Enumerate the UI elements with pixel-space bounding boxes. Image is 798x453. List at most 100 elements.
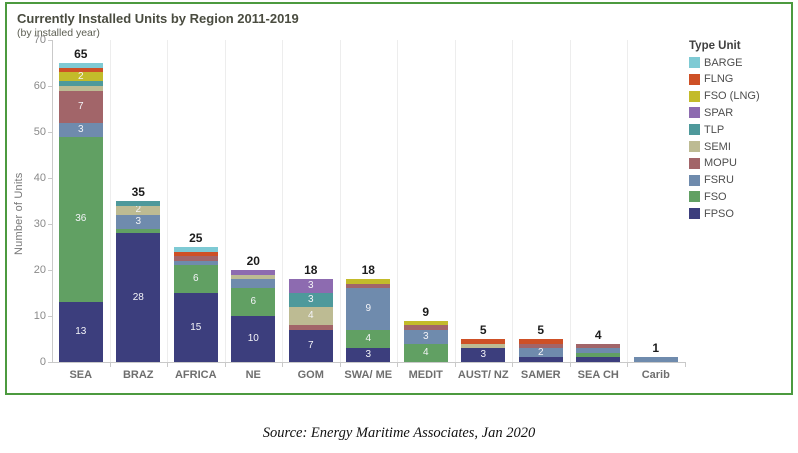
segment-SEA-MOPU[interactable]: 7 (58, 90, 103, 123)
segment-SWA-ME-FSRU[interactable]: 9 (346, 288, 391, 330)
x-axis-category-label: NE (245, 369, 261, 381)
segment-SEA-FSO[interactable]: 36 (58, 136, 103, 303)
segment-MEDIT-FSO-LNG-[interactable] (403, 320, 448, 326)
segment-BRAZ-FPSO[interactable]: 28 (116, 233, 161, 362)
segment-AUST-NZ-FPSO[interactable]: 3 (461, 348, 506, 362)
segment-AFRICA-FSO[interactable]: 6 (173, 265, 218, 293)
legend-item-SPAR[interactable]: SPAR (689, 106, 733, 119)
segment-NE-FPSO[interactable]: 10 (231, 316, 276, 362)
y-tick-mark (48, 86, 52, 87)
bar-total-label: 25 (189, 231, 203, 245)
y-tick-label: 60 (33, 79, 46, 92)
segment-SEA-CH-FSRU[interactable] (576, 348, 621, 353)
segment-MEDIT-FSRU[interactable]: 3 (403, 329, 448, 344)
segment-SAMER-FLNG[interactable] (518, 339, 563, 344)
x-axis-category-label: MEDIT (408, 369, 443, 381)
segment-AFRICA-FPSO[interactable]: 15 (173, 293, 218, 362)
legend-item-BARGE[interactable]: BARGE (689, 56, 743, 69)
segment-GOM-SEMI[interactable]: 4 (288, 306, 333, 326)
segment-SWA-ME-FSO[interactable]: 4 (346, 329, 391, 349)
column-divider (282, 40, 283, 362)
segment-AUST-NZ-FLNG[interactable] (461, 339, 506, 344)
segment-SEA-FSRU[interactable]: 3 (58, 122, 103, 137)
segment-Carib-FSRU[interactable] (633, 357, 678, 362)
x-tick-mark (454, 363, 456, 367)
segment-MEDIT-FSO[interactable]: 4 (403, 343, 448, 362)
segment-NE-SEMI[interactable] (231, 274, 276, 280)
segment-SEA-FPSO[interactable]: 13 (58, 302, 103, 362)
segment-SWA-ME-FPSO[interactable]: 3 (346, 348, 391, 362)
y-axis-line (52, 40, 53, 362)
segment-SWA-ME-MOPU[interactable] (346, 283, 391, 289)
source-caption: Source: Energy Maritime Associates, Jan … (262, 425, 536, 441)
segment-AFRICA-MOPU[interactable] (173, 256, 218, 261)
legend-swatch-FLNG (689, 73, 700, 85)
bar-total-label: 5 (537, 323, 545, 337)
y-tick-mark (48, 224, 52, 225)
legend-item-MOPU[interactable]: MOPU (689, 157, 737, 170)
legend-title: Type Unit (689, 40, 741, 52)
legend-label: BARGE (704, 56, 743, 69)
segment-AFRICA-BARGE[interactable] (173, 247, 218, 252)
legend-item-TLP[interactable]: TLP (689, 123, 724, 136)
x-axis-category-label: SEA CH (577, 369, 619, 381)
legend-label: MOPU (704, 157, 737, 170)
x-tick-mark (224, 363, 226, 367)
column-divider (397, 40, 398, 362)
chart-panel: Currently Installed Units by Region 2011… (5, 2, 793, 395)
segment-SEA-CH-FSO[interactable] (576, 352, 621, 358)
segment-SWA-ME-FSO-LNG-[interactable] (346, 279, 391, 284)
chart-subtitle: (by installed year) (17, 27, 100, 39)
legend-item-FPSO[interactable]: FPSO (689, 207, 734, 220)
legend-item-FLNG[interactable]: FLNG (689, 73, 733, 86)
x-axis-category-label: SAMER (520, 369, 561, 381)
segment-GOM-SPAR[interactable]: 3 (288, 279, 333, 293)
segment-GOM-MOPU[interactable] (288, 325, 333, 330)
legend-swatch-MOPU (689, 157, 700, 169)
segment-BRAZ-FSO[interactable] (116, 228, 161, 234)
y-tick-label: 0 (39, 355, 46, 368)
legend-label: FPSO (704, 207, 734, 220)
x-axis-category-label: AFRICA (174, 369, 217, 381)
segment-SEA-FSO-LNG-[interactable]: 2 (58, 71, 103, 81)
segment-MEDIT-MOPU[interactable] (403, 325, 448, 330)
legend-swatch-FSRU (689, 174, 700, 186)
segment-AUST-NZ-SEMI[interactable] (461, 343, 506, 349)
segment-NE-FSRU[interactable] (231, 279, 276, 289)
legend-swatch-TLP (689, 124, 700, 136)
segment-NE-FSO[interactable]: 6 (231, 288, 276, 316)
legend-item-FSRU[interactable]: FSRU (689, 174, 734, 187)
segment-NE-SPAR[interactable] (231, 270, 276, 275)
segment-GOM-TLP[interactable]: 3 (288, 293, 333, 307)
legend-item-FSO-LNG-[interactable]: FSO (LNG) (689, 90, 760, 103)
segment-BRAZ-TLP[interactable] (116, 201, 161, 206)
bar-total-label: 35 (131, 185, 145, 199)
segment-SEA-CH-MOPU[interactable] (576, 343, 621, 349)
legend-label: TLP (704, 123, 725, 136)
bar-total-label: 65 (74, 47, 88, 61)
legend-swatch-SEMI (689, 141, 700, 152)
y-tick-mark (48, 132, 52, 133)
segment-SEA-TLP[interactable] (58, 81, 103, 86)
segment-BRAZ-SEMI[interactable]: 2 (116, 205, 161, 215)
legend-item-FSO[interactable]: FSO (689, 190, 727, 203)
segment-AFRICA-FLNG[interactable] (173, 251, 218, 257)
x-axis-category-label: BRAZ (122, 369, 154, 381)
segment-SEA-FLNG[interactable] (58, 67, 103, 73)
x-axis-category-label: SEA (69, 369, 93, 381)
segment-SAMER-FSRU[interactable]: 2 (518, 347, 563, 357)
segment-AFRICA-FSRU[interactable] (173, 260, 218, 266)
segment-GOM-FPSO[interactable]: 7 (288, 329, 333, 362)
bar-total-label: 4 (594, 327, 602, 342)
chart-title: Currently Installed Units by Region 2011… (17, 11, 299, 26)
segment-SAMER-MOPU[interactable] (518, 343, 563, 349)
legend-item-SEMI[interactable]: SEMI (689, 140, 731, 153)
segment-SEA-CH-FPSO[interactable] (576, 357, 621, 362)
segment-SEA-BARGE[interactable] (58, 63, 103, 68)
segment-SEA-SEMI[interactable] (58, 86, 103, 91)
y-tick-label: 40 (33, 171, 46, 184)
legend-swatch-SPAR (689, 107, 700, 119)
segment-SAMER-FPSO[interactable] (518, 357, 563, 362)
segment-BRAZ-FSRU[interactable]: 3 (116, 214, 161, 229)
x-tick-mark (397, 363, 398, 367)
